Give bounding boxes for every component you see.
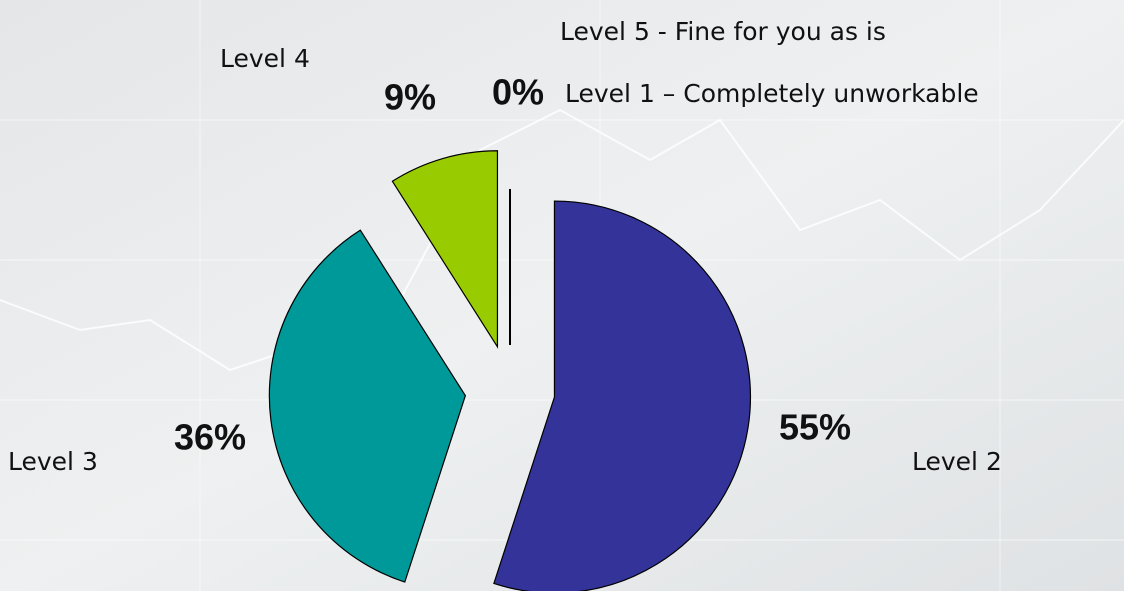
- pie-slice: [493, 200, 752, 591]
- value-label: 0%: [492, 72, 544, 113]
- category-label: Level 2: [912, 447, 1002, 476]
- pie-slice: [268, 229, 467, 583]
- value-label: 9%: [384, 77, 436, 118]
- category-label: Level 3: [8, 447, 98, 476]
- pie: [268, 150, 752, 591]
- value-label: 36%: [174, 417, 246, 458]
- category-label: Level 1 – Completely unworkable: [565, 79, 979, 108]
- value-label: 55%: [779, 407, 851, 448]
- category-label: Level 5 - Fine for you as is: [560, 17, 886, 46]
- pie-slice: [391, 150, 499, 349]
- category-label: Level 4: [220, 44, 310, 73]
